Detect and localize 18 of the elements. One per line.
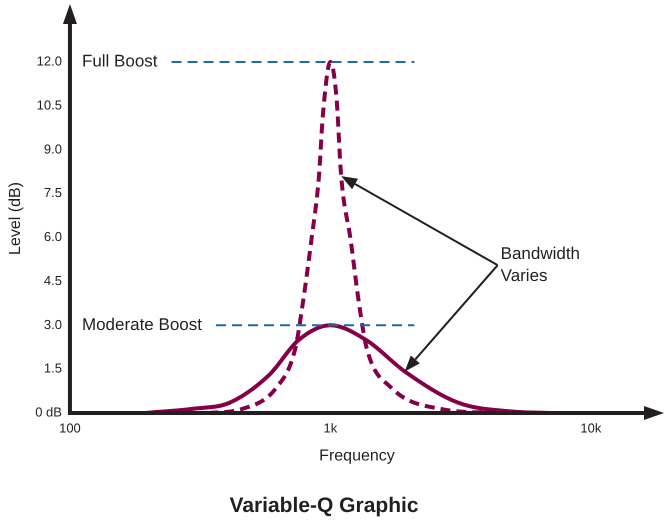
annotation: Bandwidth Varies [500, 244, 580, 285]
y-tick-label: 10.5 [36, 97, 62, 112]
y-tick-label: 6.0 [44, 229, 62, 244]
x-axis-title: Frequency [319, 448, 395, 465]
ref-line-label: Full Boost [82, 52, 158, 71]
y-tick-label: 1.5 [44, 360, 62, 376]
y-tick-label: 12.0 [36, 54, 62, 69]
y-tick-label: 0 dB [35, 404, 62, 420]
x-tick-label: 1k [324, 420, 338, 436]
y-tick-label: 9.0 [44, 141, 62, 156]
y-tick-label: 7.5 [44, 185, 62, 200]
y-axis-title: Level (dB) [7, 182, 24, 255]
x-tick-label: 100 [59, 420, 81, 436]
text: Variable-Q Graphic [229, 494, 419, 518]
y-tick-label: 3.0 [44, 316, 62, 332]
y-tick-label: 4.5 [44, 272, 62, 288]
x-tick-label: 10k [580, 420, 602, 436]
ref-line-label: Moderate Boost [82, 314, 202, 334]
